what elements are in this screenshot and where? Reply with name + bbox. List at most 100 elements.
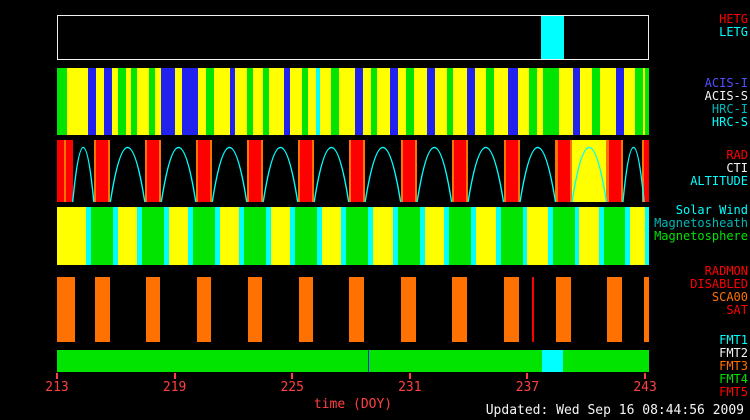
segment-green bbox=[592, 68, 600, 135]
segment-cyan bbox=[548, 207, 553, 265]
segment-orange bbox=[209, 140, 213, 202]
right-label-letg: LETG bbox=[719, 25, 748, 39]
segment-cyan bbox=[540, 16, 564, 59]
segment-yellow bbox=[270, 207, 291, 265]
x-axis-tick-label: 213 bbox=[45, 380, 69, 395]
segment-orange bbox=[260, 140, 264, 202]
segment-orange bbox=[620, 140, 623, 202]
right-label-acis-i: ACIS-I bbox=[704, 76, 748, 90]
segment-cyan bbox=[163, 207, 169, 265]
segment-cyan bbox=[265, 207, 271, 265]
segment-orange bbox=[400, 140, 403, 202]
segment-yellow bbox=[117, 207, 138, 265]
segment-yellow bbox=[321, 207, 342, 265]
segment-red bbox=[453, 140, 466, 202]
label-group-radmon: RADMON DISABLED SCA00 SAT bbox=[690, 265, 748, 317]
segment-red bbox=[96, 140, 108, 202]
segment-cyan bbox=[496, 207, 501, 265]
segment-red bbox=[644, 140, 649, 202]
segment-red bbox=[147, 140, 159, 202]
segment-orange bbox=[414, 140, 418, 202]
segment-cyan bbox=[341, 207, 347, 265]
segment-cyan bbox=[625, 207, 631, 265]
segment-yellow bbox=[579, 207, 599, 265]
segment-red bbox=[608, 140, 621, 202]
x-axis-tick bbox=[408, 373, 411, 379]
segment-orange bbox=[606, 140, 609, 202]
segment-cyan bbox=[290, 207, 296, 265]
x-axis-tick-label: 243 bbox=[633, 380, 657, 395]
x-axis-tick-label: 231 bbox=[398, 380, 422, 395]
segment-yellow bbox=[527, 207, 549, 265]
segment-blue bbox=[229, 68, 236, 135]
altitude-curve bbox=[57, 140, 649, 202]
segment-blue bbox=[284, 68, 291, 135]
segment-orange bbox=[517, 140, 520, 202]
segment-green bbox=[405, 68, 414, 135]
segment-cyan bbox=[112, 207, 118, 265]
segment-green bbox=[370, 68, 377, 135]
band-telemetry-format bbox=[57, 350, 649, 372]
right-label-hrc-i: HRC-I bbox=[711, 102, 748, 116]
segment-orange bbox=[503, 140, 506, 202]
segment-red bbox=[198, 140, 210, 202]
segment-orange bbox=[145, 277, 161, 342]
segment-blue bbox=[390, 68, 399, 135]
x-axis-tick bbox=[173, 373, 176, 379]
segment-green bbox=[262, 68, 269, 135]
x-axis-tick bbox=[291, 373, 294, 379]
segment-green bbox=[635, 68, 644, 135]
x-axis-tick bbox=[644, 373, 647, 379]
right-label-fmt4: FMT4 bbox=[719, 372, 748, 386]
right-label-altitude: ALTITUDE bbox=[690, 174, 748, 188]
segment-orange bbox=[556, 277, 572, 342]
segment-green bbox=[149, 68, 155, 135]
segment-cyan bbox=[419, 207, 425, 265]
segment-orange bbox=[311, 140, 315, 202]
segment-cyan bbox=[188, 207, 194, 265]
segment-yellow bbox=[475, 207, 497, 265]
segment-orange bbox=[297, 140, 301, 202]
band-instruments bbox=[57, 68, 649, 135]
right-label-magnetosheath: Magnetosheath bbox=[654, 216, 748, 230]
segment-orange bbox=[607, 277, 623, 342]
label-group-instruments: ACIS-I ACIS-S HRC-I HRC-S bbox=[705, 77, 748, 129]
segment-green bbox=[131, 68, 138, 135]
segment-orange bbox=[158, 140, 162, 202]
right-label-acis-s: ACIS-S bbox=[704, 89, 748, 103]
segment-cyan bbox=[316, 207, 322, 265]
segment-red bbox=[505, 140, 518, 202]
right-label-hetg: HETG bbox=[719, 12, 748, 26]
segment-green bbox=[447, 68, 453, 135]
segment-green bbox=[205, 68, 214, 135]
x-axis-tick-label: 237 bbox=[515, 380, 540, 395]
segment-orange bbox=[196, 277, 212, 342]
right-label-magnetosphere: Magnetosphere bbox=[654, 229, 748, 243]
segment-blue bbox=[104, 68, 112, 135]
label-group-telemetry-format: FMT1 FMT2 FMT3 FMT4 FMT5 bbox=[719, 334, 748, 399]
segment-cyan bbox=[444, 207, 450, 265]
segment-blue bbox=[615, 68, 624, 135]
segment-green bbox=[529, 68, 538, 135]
segment-orange bbox=[504, 277, 520, 342]
x-axis: 213 219 225 231 237 243 bbox=[45, 373, 657, 397]
segment-blue bbox=[572, 68, 581, 135]
segment-red bbox=[300, 140, 312, 202]
segment-orange bbox=[246, 140, 250, 202]
x-axis-title: time (DOY) bbox=[313, 397, 393, 412]
segment-blue bbox=[182, 68, 199, 135]
segment-yellow bbox=[630, 207, 646, 265]
segment-orange bbox=[63, 140, 67, 202]
segment-blue bbox=[354, 68, 363, 135]
segment-blue bbox=[367, 350, 370, 372]
segment-yellow bbox=[424, 207, 445, 265]
segment-orange bbox=[144, 140, 148, 202]
segment-blue bbox=[507, 68, 518, 135]
segment-blue bbox=[427, 68, 436, 135]
band-gratings bbox=[57, 15, 649, 60]
segment-yellow bbox=[219, 207, 240, 265]
segment-red bbox=[557, 140, 570, 202]
right-labels: HETG LETG ACIS-I ACIS-S HRC-I HRC-S RAD CTI ALTI… bbox=[638, 0, 748, 420]
segment-cyan bbox=[393, 207, 399, 265]
